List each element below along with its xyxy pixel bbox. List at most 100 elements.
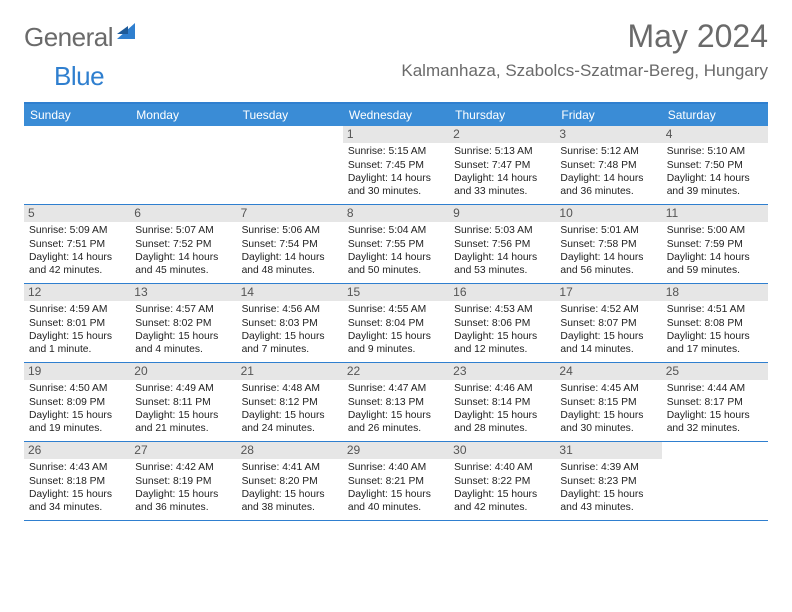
day-number: 22 <box>343 363 449 380</box>
week-row: 1 Sunrise: 5:15 AMSunset: 7:45 PMDaylight… <box>24 126 768 205</box>
day-number: 14 <box>237 284 343 301</box>
day-info: Sunrise: 5:03 AMSunset: 7:56 PMDaylight:… <box>454 224 551 277</box>
day-info: Sunrise: 4:59 AMSunset: 8:01 PMDaylight:… <box>29 303 126 356</box>
day-number: 9 <box>449 205 555 222</box>
day-info: Sunrise: 4:41 AMSunset: 8:20 PMDaylight:… <box>242 461 339 514</box>
day-info: Sunrise: 4:40 AMSunset: 8:22 PMDaylight:… <box>454 461 551 514</box>
day-number: 27 <box>130 442 236 459</box>
weeks-container: 1 Sunrise: 5:15 AMSunset: 7:45 PMDaylight… <box>24 126 768 521</box>
day-cell: 15 Sunrise: 4:55 AMSunset: 8:04 PMDayligh… <box>343 284 449 362</box>
day-number: 29 <box>343 442 449 459</box>
logo: General <box>24 22 141 53</box>
day-info: Sunrise: 5:07 AMSunset: 7:52 PMDaylight:… <box>135 224 232 277</box>
day-info: Sunrise: 5:01 AMSunset: 7:58 PMDaylight:… <box>560 224 657 277</box>
day-number: 28 <box>237 442 343 459</box>
week-row: 19 Sunrise: 4:50 AMSunset: 8:09 PMDayligh… <box>24 363 768 442</box>
dow-mon: Monday <box>130 104 236 126</box>
day-number: 7 <box>237 205 343 222</box>
day-number: 18 <box>662 284 768 301</box>
day-number: 4 <box>662 126 768 143</box>
day-cell: 3 Sunrise: 5:12 AMSunset: 7:48 PMDaylight… <box>555 126 661 204</box>
week-row: 12 Sunrise: 4:59 AMSunset: 8:01 PMDayligh… <box>24 284 768 363</box>
day-number: 17 <box>555 284 661 301</box>
day-number: 23 <box>449 363 555 380</box>
day-info: Sunrise: 4:43 AMSunset: 8:18 PMDaylight:… <box>29 461 126 514</box>
day-number: 15 <box>343 284 449 301</box>
day-info: Sunrise: 4:42 AMSunset: 8:19 PMDaylight:… <box>135 461 232 514</box>
day-info: Sunrise: 4:46 AMSunset: 8:14 PMDaylight:… <box>454 382 551 435</box>
logo-sail-icon <box>117 23 139 46</box>
dow-header-row: Sunday Monday Tuesday Wednesday Thursday… <box>24 104 768 126</box>
day-info: Sunrise: 4:50 AMSunset: 8:09 PMDaylight:… <box>29 382 126 435</box>
day-number: 10 <box>555 205 661 222</box>
day-info: Sunrise: 4:51 AMSunset: 8:08 PMDaylight:… <box>667 303 764 356</box>
day-cell <box>662 442 768 520</box>
day-info: Sunrise: 4:52 AMSunset: 8:07 PMDaylight:… <box>560 303 657 356</box>
day-cell: 13 Sunrise: 4:57 AMSunset: 8:02 PMDayligh… <box>130 284 236 362</box>
day-number: 1 <box>343 126 449 143</box>
day-info: Sunrise: 4:56 AMSunset: 8:03 PMDaylight:… <box>242 303 339 356</box>
day-number: 11 <box>662 205 768 222</box>
day-number: 8 <box>343 205 449 222</box>
day-number: 20 <box>130 363 236 380</box>
logo-text-blue: Blue <box>54 61 104 92</box>
day-info: Sunrise: 4:57 AMSunset: 8:02 PMDaylight:… <box>135 303 232 356</box>
day-info: Sunrise: 4:47 AMSunset: 8:13 PMDaylight:… <box>348 382 445 435</box>
day-cell: 28 Sunrise: 4:41 AMSunset: 8:20 PMDayligh… <box>237 442 343 520</box>
dow-wed: Wednesday <box>343 104 449 126</box>
day-info: Sunrise: 4:39 AMSunset: 8:23 PMDaylight:… <box>560 461 657 514</box>
day-cell: 24 Sunrise: 4:45 AMSunset: 8:15 PMDayligh… <box>555 363 661 441</box>
dow-tue: Tuesday <box>237 104 343 126</box>
day-cell: 17 Sunrise: 4:52 AMSunset: 8:07 PMDayligh… <box>555 284 661 362</box>
day-info: Sunrise: 4:55 AMSunset: 8:04 PMDaylight:… <box>348 303 445 356</box>
day-cell: 4 Sunrise: 5:10 AMSunset: 7:50 PMDaylight… <box>662 126 768 204</box>
month-title: May 2024 <box>401 18 768 55</box>
day-number: 19 <box>24 363 130 380</box>
day-cell: 1 Sunrise: 5:15 AMSunset: 7:45 PMDaylight… <box>343 126 449 204</box>
day-info: Sunrise: 4:53 AMSunset: 8:06 PMDaylight:… <box>454 303 551 356</box>
day-cell: 21Sunrise: 4:48 AMSunset: 8:12 PMDayligh… <box>237 363 343 441</box>
day-cell: 27 Sunrise: 4:42 AMSunset: 8:19 PMDayligh… <box>130 442 236 520</box>
day-cell: 29Sunrise: 4:40 AMSunset: 8:21 PMDayligh… <box>343 442 449 520</box>
day-cell: 5 Sunrise: 5:09 AMSunset: 7:51 PMDaylight… <box>24 205 130 283</box>
day-info: Sunrise: 5:00 AMSunset: 7:59 PMDaylight:… <box>667 224 764 277</box>
day-number: 21 <box>237 363 343 380</box>
day-info: Sunrise: 5:12 AMSunset: 7:48 PMDaylight:… <box>560 145 657 198</box>
day-cell: 26 Sunrise: 4:43 AMSunset: 8:18 PMDayligh… <box>24 442 130 520</box>
title-block: May 2024 Kalmanhaza, Szabolcs-Szatmar-Be… <box>401 18 768 81</box>
day-number: 5 <box>24 205 130 222</box>
day-cell: 11 Sunrise: 5:00 AMSunset: 7:59 PMDayligh… <box>662 205 768 283</box>
day-number: 24 <box>555 363 661 380</box>
day-cell: 9 Sunrise: 5:03 AMSunset: 7:56 PMDaylight… <box>449 205 555 283</box>
day-cell: 14 Sunrise: 4:56 AMSunset: 8:03 PMDayligh… <box>237 284 343 362</box>
day-cell: 18 Sunrise: 4:51 AMSunset: 8:08 PMDayligh… <box>662 284 768 362</box>
day-number: 26 <box>24 442 130 459</box>
day-info: Sunrise: 5:10 AMSunset: 7:50 PMDaylight:… <box>667 145 764 198</box>
day-cell: 25Sunrise: 4:44 AMSunset: 8:17 PMDayligh… <box>662 363 768 441</box>
day-cell: 23 Sunrise: 4:46 AMSunset: 8:14 PMDayligh… <box>449 363 555 441</box>
day-cell: 20Sunrise: 4:49 AMSunset: 8:11 PMDayligh… <box>130 363 236 441</box>
day-number: 31 <box>555 442 661 459</box>
day-number: 12 <box>24 284 130 301</box>
day-info: Sunrise: 4:45 AMSunset: 8:15 PMDaylight:… <box>560 382 657 435</box>
dow-thu: Thursday <box>449 104 555 126</box>
day-cell: 12 Sunrise: 4:59 AMSunset: 8:01 PMDayligh… <box>24 284 130 362</box>
day-number: 25 <box>662 363 768 380</box>
day-cell <box>24 126 130 204</box>
location-text: Kalmanhaza, Szabolcs-Szatmar-Bereg, Hung… <box>401 61 768 81</box>
logo-text-general: General <box>24 22 113 53</box>
day-number: 13 <box>130 284 236 301</box>
day-cell: 7Sunrise: 5:06 AMSunset: 7:54 PMDaylight… <box>237 205 343 283</box>
day-cell: 8 Sunrise: 5:04 AMSunset: 7:55 PMDaylight… <box>343 205 449 283</box>
day-number: 3 <box>555 126 661 143</box>
day-cell: 30Sunrise: 4:40 AMSunset: 8:22 PMDayligh… <box>449 442 555 520</box>
day-info: Sunrise: 5:04 AMSunset: 7:55 PMDaylight:… <box>348 224 445 277</box>
week-row: 5 Sunrise: 5:09 AMSunset: 7:51 PMDaylight… <box>24 205 768 284</box>
day-info: Sunrise: 5:15 AMSunset: 7:45 PMDaylight:… <box>348 145 445 198</box>
day-info: Sunrise: 5:09 AMSunset: 7:51 PMDaylight:… <box>29 224 126 277</box>
day-info: Sunrise: 5:13 AMSunset: 7:47 PMDaylight:… <box>454 145 551 198</box>
day-cell: 22 Sunrise: 4:47 AMSunset: 8:13 PMDayligh… <box>343 363 449 441</box>
calendar: Sunday Monday Tuesday Wednesday Thursday… <box>24 102 768 521</box>
dow-sat: Saturday <box>662 104 768 126</box>
dow-sun: Sunday <box>24 104 130 126</box>
